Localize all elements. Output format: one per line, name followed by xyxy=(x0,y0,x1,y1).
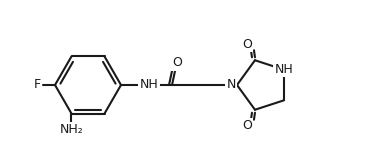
Text: O: O xyxy=(172,56,182,69)
Text: O: O xyxy=(242,38,252,51)
Text: N: N xyxy=(226,79,236,91)
Text: NH₂: NH₂ xyxy=(60,123,83,136)
Text: NH: NH xyxy=(139,79,158,91)
Text: O: O xyxy=(242,119,252,132)
Text: F: F xyxy=(33,79,41,91)
Text: NH: NH xyxy=(274,63,294,76)
